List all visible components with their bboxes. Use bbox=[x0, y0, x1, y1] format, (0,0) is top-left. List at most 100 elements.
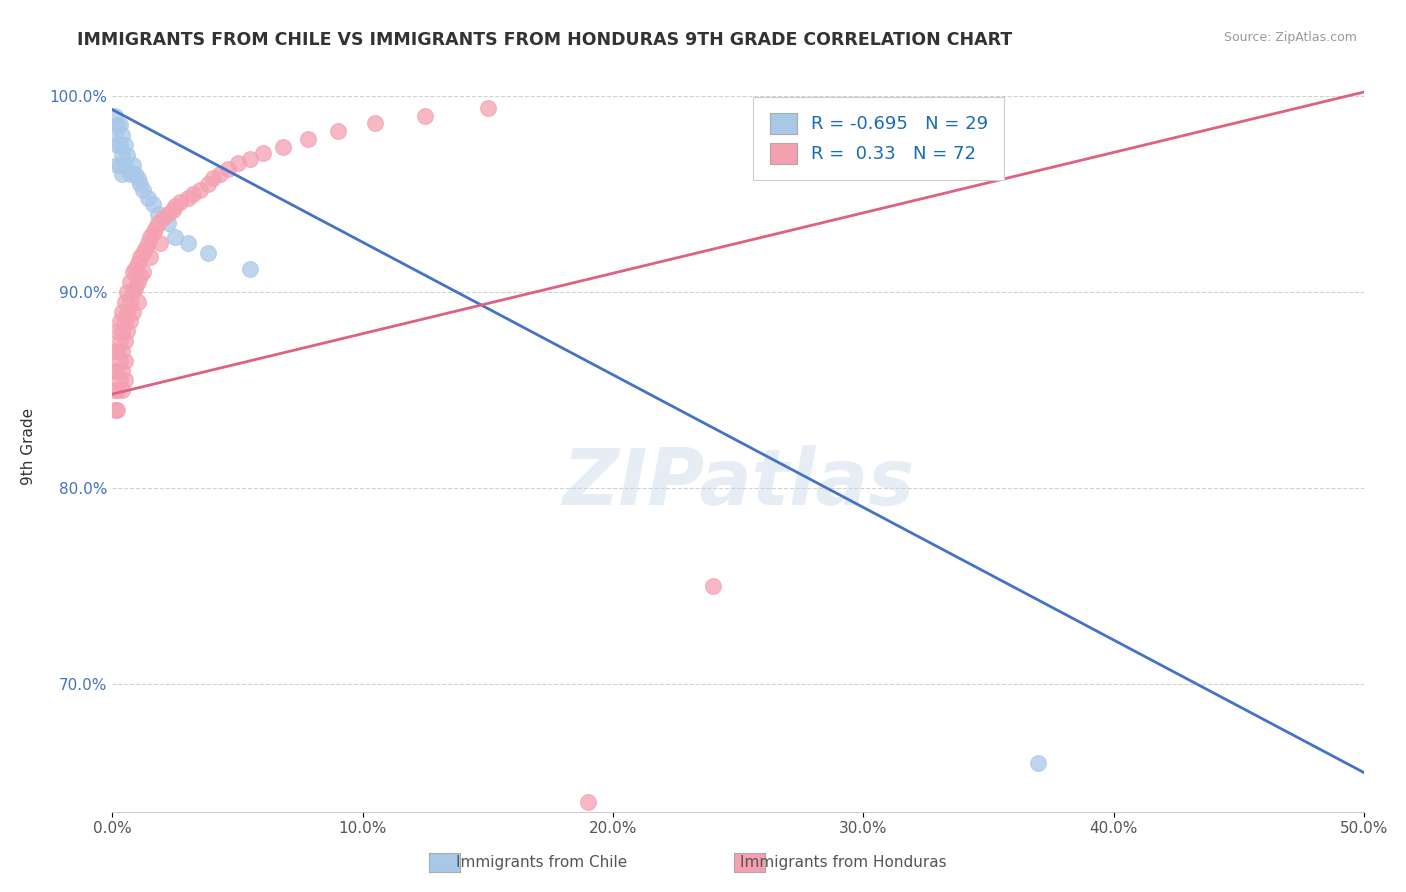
Point bbox=[111, 324, 134, 338]
Point bbox=[129, 269, 152, 284]
Point bbox=[131, 265, 153, 279]
Point bbox=[107, 324, 129, 338]
Point bbox=[152, 211, 174, 225]
Point bbox=[141, 196, 163, 211]
Point bbox=[111, 383, 134, 397]
Point bbox=[239, 152, 262, 166]
Point bbox=[104, 363, 127, 377]
Legend: R = -0.695   N = 29, R =  0.33   N = 72: R = -0.695 N = 29, R = 0.33 N = 72 bbox=[754, 96, 1004, 180]
Point bbox=[111, 128, 134, 143]
Point bbox=[143, 222, 166, 236]
Point bbox=[114, 334, 136, 348]
Point bbox=[169, 194, 191, 209]
Point bbox=[118, 314, 141, 328]
Point bbox=[107, 363, 129, 377]
Point bbox=[209, 168, 232, 182]
Point bbox=[114, 138, 136, 153]
Point bbox=[121, 158, 143, 172]
Point bbox=[134, 242, 156, 256]
Point bbox=[197, 178, 219, 192]
Point bbox=[111, 363, 134, 377]
Point bbox=[129, 250, 152, 264]
Point bbox=[576, 795, 599, 809]
Point bbox=[104, 128, 127, 143]
Point bbox=[131, 183, 153, 197]
Point bbox=[108, 353, 131, 368]
Point bbox=[326, 124, 349, 138]
Point bbox=[104, 402, 127, 417]
Point bbox=[146, 216, 169, 230]
Point bbox=[163, 199, 186, 213]
Point bbox=[104, 343, 127, 358]
Point bbox=[114, 314, 136, 328]
Point bbox=[226, 155, 249, 169]
Text: IMMIGRANTS FROM CHILE VS IMMIGRANTS FROM HONDURAS 9TH GRADE CORRELATION CHART: IMMIGRANTS FROM CHILE VS IMMIGRANTS FROM… bbox=[77, 31, 1012, 49]
Point bbox=[111, 168, 134, 182]
Point bbox=[129, 178, 152, 192]
Point bbox=[239, 261, 262, 276]
Text: ZIPatlas: ZIPatlas bbox=[562, 444, 914, 521]
Point bbox=[124, 261, 146, 276]
Point bbox=[107, 158, 129, 172]
Point bbox=[127, 171, 149, 186]
Point bbox=[117, 148, 139, 162]
Point bbox=[107, 119, 129, 133]
Point bbox=[108, 334, 131, 348]
Point bbox=[413, 109, 436, 123]
Point bbox=[1028, 756, 1050, 770]
Point bbox=[118, 294, 141, 309]
Point bbox=[124, 168, 146, 182]
Point bbox=[176, 191, 198, 205]
Point bbox=[156, 216, 179, 230]
Point bbox=[118, 168, 141, 182]
Text: Immigrants from Honduras: Immigrants from Honduras bbox=[741, 855, 946, 870]
Point bbox=[108, 314, 131, 328]
Y-axis label: 9th Grade: 9th Grade bbox=[21, 408, 35, 484]
Point bbox=[117, 324, 139, 338]
Point bbox=[111, 148, 134, 162]
Point bbox=[108, 138, 131, 153]
Point bbox=[297, 132, 319, 146]
Point bbox=[118, 275, 141, 289]
Point bbox=[114, 158, 136, 172]
Point bbox=[114, 294, 136, 309]
Point bbox=[124, 281, 146, 295]
Point bbox=[188, 183, 211, 197]
Point bbox=[108, 158, 131, 172]
Point bbox=[108, 119, 131, 133]
Text: Immigrants from Chile: Immigrants from Chile bbox=[456, 855, 627, 870]
Point bbox=[702, 579, 724, 593]
Point bbox=[107, 138, 129, 153]
Point bbox=[114, 353, 136, 368]
Point bbox=[121, 285, 143, 299]
Point bbox=[149, 235, 172, 250]
Point bbox=[121, 304, 143, 318]
Point bbox=[141, 226, 163, 240]
Point bbox=[107, 402, 129, 417]
Text: Source: ZipAtlas.com: Source: ZipAtlas.com bbox=[1223, 31, 1357, 45]
Point bbox=[146, 206, 169, 220]
Point bbox=[136, 235, 159, 250]
Point bbox=[162, 202, 184, 217]
Point bbox=[139, 250, 162, 264]
Point bbox=[114, 373, 136, 387]
Point bbox=[181, 187, 204, 202]
Point bbox=[156, 206, 179, 220]
Point bbox=[131, 245, 153, 260]
Point bbox=[117, 285, 139, 299]
Point bbox=[117, 304, 139, 318]
Point bbox=[127, 275, 149, 289]
Point bbox=[252, 145, 274, 160]
Point bbox=[108, 373, 131, 387]
Point bbox=[127, 255, 149, 269]
Point bbox=[111, 304, 134, 318]
Point bbox=[139, 230, 162, 244]
Point bbox=[217, 161, 239, 176]
Point bbox=[121, 265, 143, 279]
Point bbox=[107, 343, 129, 358]
Point bbox=[197, 245, 219, 260]
Point bbox=[364, 116, 387, 130]
Point bbox=[107, 383, 129, 397]
Point bbox=[176, 235, 198, 250]
Point bbox=[477, 101, 499, 115]
